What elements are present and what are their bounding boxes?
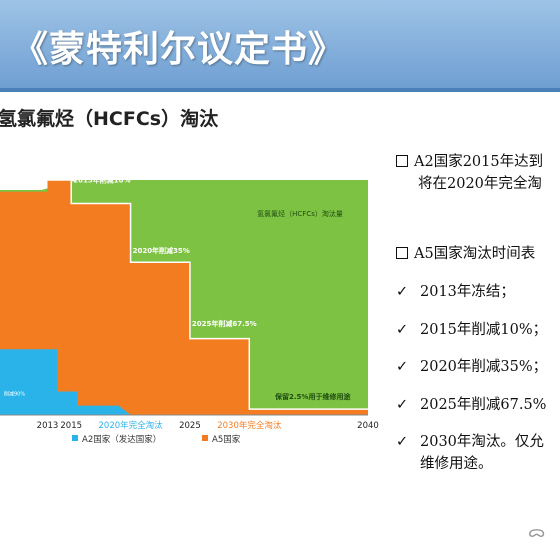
checkmark-icon: ✓ — [396, 359, 409, 375]
a5-series-outline — [47, 179, 368, 410]
note-phaseout-2030: ✓ 2030年淘汰。仅允 — [396, 434, 544, 450]
note-cut-2020: ✓ 2020年削减35%； — [396, 359, 548, 375]
wechat-icon: ᯅ — [528, 522, 546, 541]
checkmark-icon: ✓ — [396, 322, 409, 338]
checkbox-square-icon — [396, 155, 408, 167]
legend-label: A5国家 — [212, 434, 241, 445]
slide-title: 《蒙特利尔议定书》 — [12, 28, 346, 70]
checkmark-icon: ✓ — [396, 397, 409, 413]
x-tick-label: 2013 — [37, 421, 59, 431]
phaseout-chart: 削减90% 氢氯氟烃（HCFCs）淘汰量 2015年削减10% 2020年削减35% 2… — [0, 176, 379, 445]
region-label: 氢氯氟烃（HCFCs）淘汰量 — [257, 209, 343, 218]
note-a2-heading: A2国家2015年达到 — [396, 150, 543, 171]
note-a2-continued: 将在2020年完全淘 — [418, 176, 542, 192]
x-tick-label: 2015 — [60, 421, 82, 431]
chart-plot-area: 削减90% 氢氯氟烃（HCFCs）淘汰量 2015年削减10% 2020年削减35% 2… — [0, 176, 379, 445]
note-freeze-2013: ✓ 2013年冻结； — [396, 284, 515, 300]
note-a5-heading: A5国家淘汰时间表 — [396, 242, 535, 263]
chart-subtitle: 氢氯氟烃（HCFCs）淘汰 — [0, 108, 219, 130]
legend-label: A2国家（发达国家） — [82, 434, 161, 445]
annotation-label: 2020年削减35% — [133, 246, 190, 255]
legend-swatch — [202, 435, 208, 441]
checkmark-icon: ✓ — [396, 284, 409, 300]
a2-series-area — [0, 349, 131, 415]
checkbox-square-icon — [396, 247, 408, 259]
x-tick-label: 2040 — [357, 421, 379, 431]
note-phaseout-2030-continued: 维修用途。 — [420, 456, 493, 472]
checkmark-icon: ✓ — [396, 434, 409, 450]
annotation-label: 2015年削减10% — [73, 176, 130, 185]
a5-series-area — [0, 180, 368, 415]
milestone-label: 2030年完全淘汰 — [217, 420, 282, 431]
annotation-label: 2025年削减67.5% — [192, 319, 257, 328]
note-cut-2025: ✓ 2025年削减67.5% — [396, 397, 547, 413]
a2-reduction-label: 削减90% — [4, 391, 25, 398]
annotation-label: 保留2.5%用于维修用途 — [274, 392, 351, 401]
note-cut-2015: ✓ 2015年削减10%； — [396, 322, 548, 338]
legend-swatch — [72, 435, 78, 441]
title-banner: 《蒙特利尔议定书》 — [0, 0, 560, 92]
x-tick-label: 2025 — [179, 421, 201, 431]
milestone-label: 2020年完全淘汰 — [99, 420, 164, 431]
